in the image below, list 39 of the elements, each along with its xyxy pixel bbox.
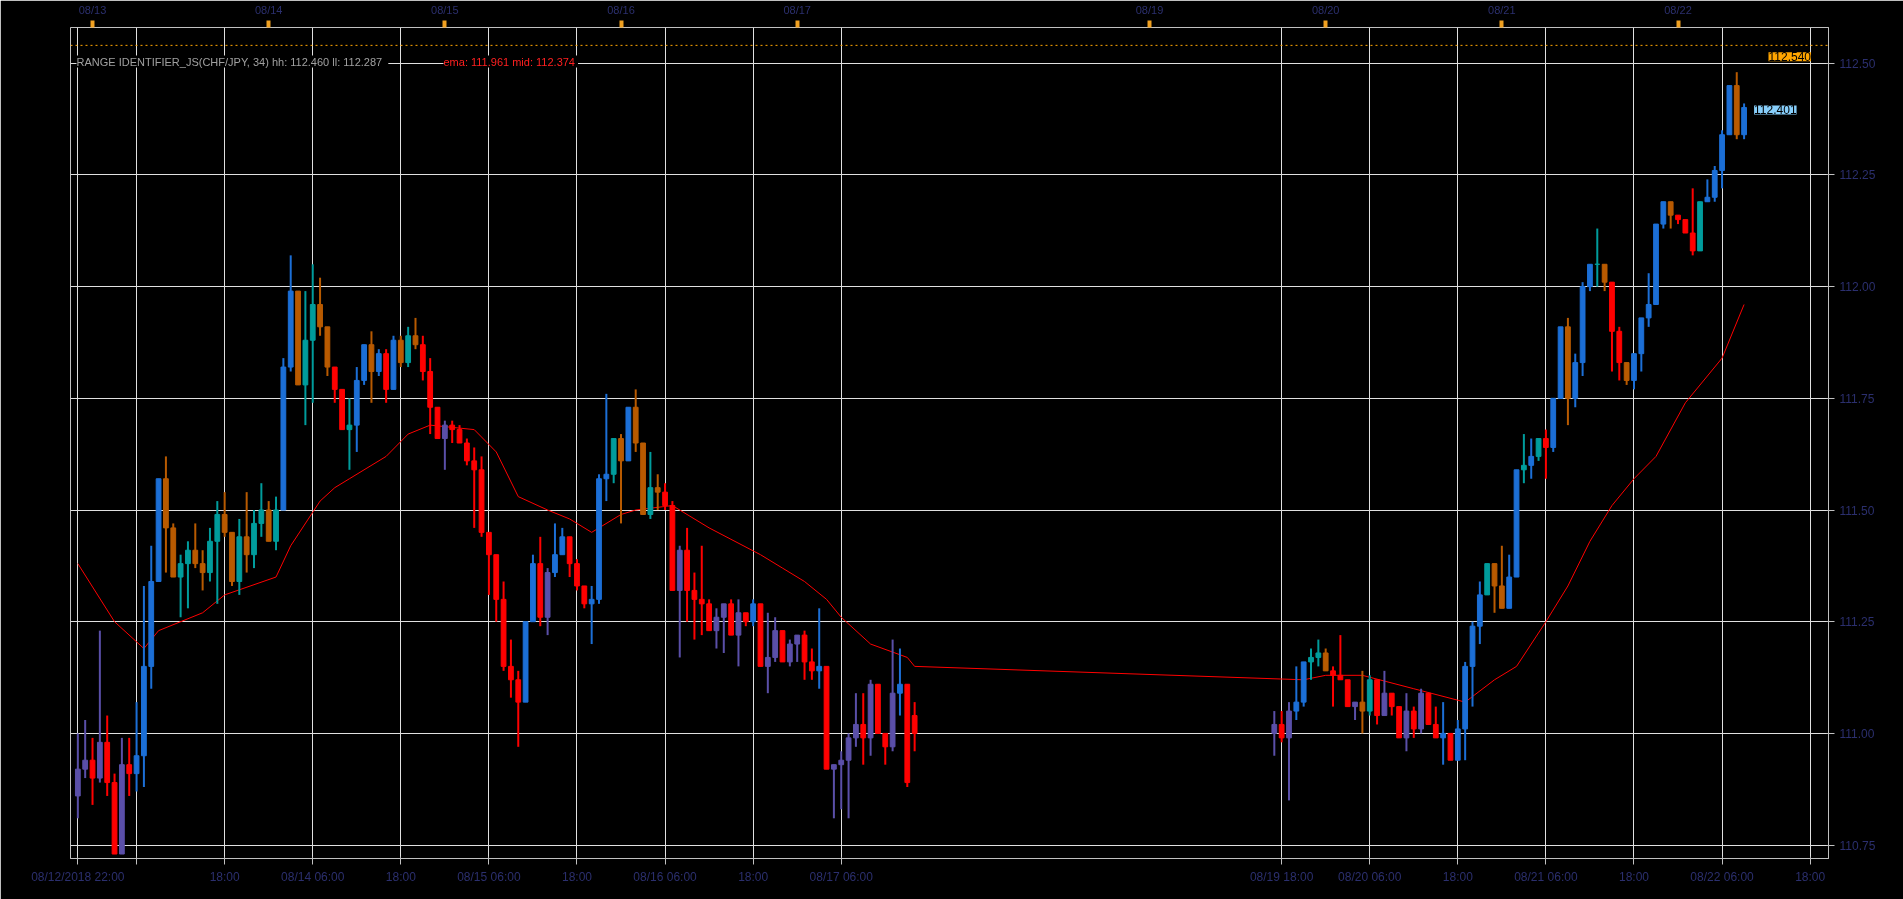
x-tick-label: 08/21 06:00 — [1514, 869, 1578, 884]
x2-tick-label: 08/13 — [78, 3, 107, 16]
x2-tick-label: 08/20 — [1311, 3, 1340, 16]
x2-tick-label: 08/14 — [254, 3, 283, 16]
x-tick-label: 08/12/2018 22:00 — [31, 869, 125, 884]
x2-tick-label: 08/15 — [431, 3, 459, 16]
y-tick-label: 111.50 — [1839, 503, 1875, 518]
x-tick-label: 08/16 06:00 — [633, 869, 698, 884]
y-tick-label: 112.50 — [1839, 56, 1876, 71]
y-tick-label: 111.75 — [1839, 391, 1875, 406]
x-tick-label: 08/22 06:00 — [1690, 869, 1755, 884]
x-tick-label: 18:00 — [1618, 869, 1650, 884]
x-tick-label: 18:00 — [1795, 869, 1826, 884]
x-tick-label: 08/15 06:00 — [457, 869, 521, 884]
x-tick-label: 18:00 — [561, 869, 593, 884]
annotation: RANGE IDENTIFIER_JS(CHF/JPY, 34) hh: 112.460 ll: 112.287 — [76, 55, 383, 68]
y-tick-label: 112.25 — [1839, 168, 1876, 183]
y-tick-label: 110.75 — [1839, 838, 1876, 853]
x-tick-label: 18:00 — [385, 869, 417, 884]
x-tick-label: 08/17 06:00 — [809, 869, 874, 884]
y-tick-label: 111.00 — [1839, 726, 1875, 741]
x-tick-label: 08/20 06:00 — [1338, 869, 1402, 884]
x-tick-label: 08/19 18:00 — [1249, 869, 1314, 884]
candlestick — [295, 290, 301, 386]
x-tick-label: 18:00 — [209, 869, 240, 884]
x-tick-label: 18:00 — [1442, 869, 1474, 884]
y-tick-label: 112.00 — [1839, 280, 1876, 295]
ref-line-label: 112.540 — [1768, 50, 1812, 65]
y-tick-label: 111.25 — [1839, 615, 1875, 630]
x2-tick-label: 08/22 — [1664, 3, 1692, 16]
x-tick-label: 18:00 — [738, 869, 769, 884]
annotation: ema: 111.961 mid: 112.374 — [443, 55, 575, 68]
x2-tick-label: 08/16 — [607, 3, 635, 16]
x2-tick-label: 08/17 — [783, 3, 811, 16]
x2-tick-label: 08/19 — [1135, 3, 1164, 16]
candlestick — [625, 406, 632, 462]
annotation: 112.401 — [1754, 103, 1797, 118]
x2-tick-label: 08/21 — [1488, 3, 1516, 16]
x-tick-label: 08/14 06:00 — [281, 869, 345, 884]
